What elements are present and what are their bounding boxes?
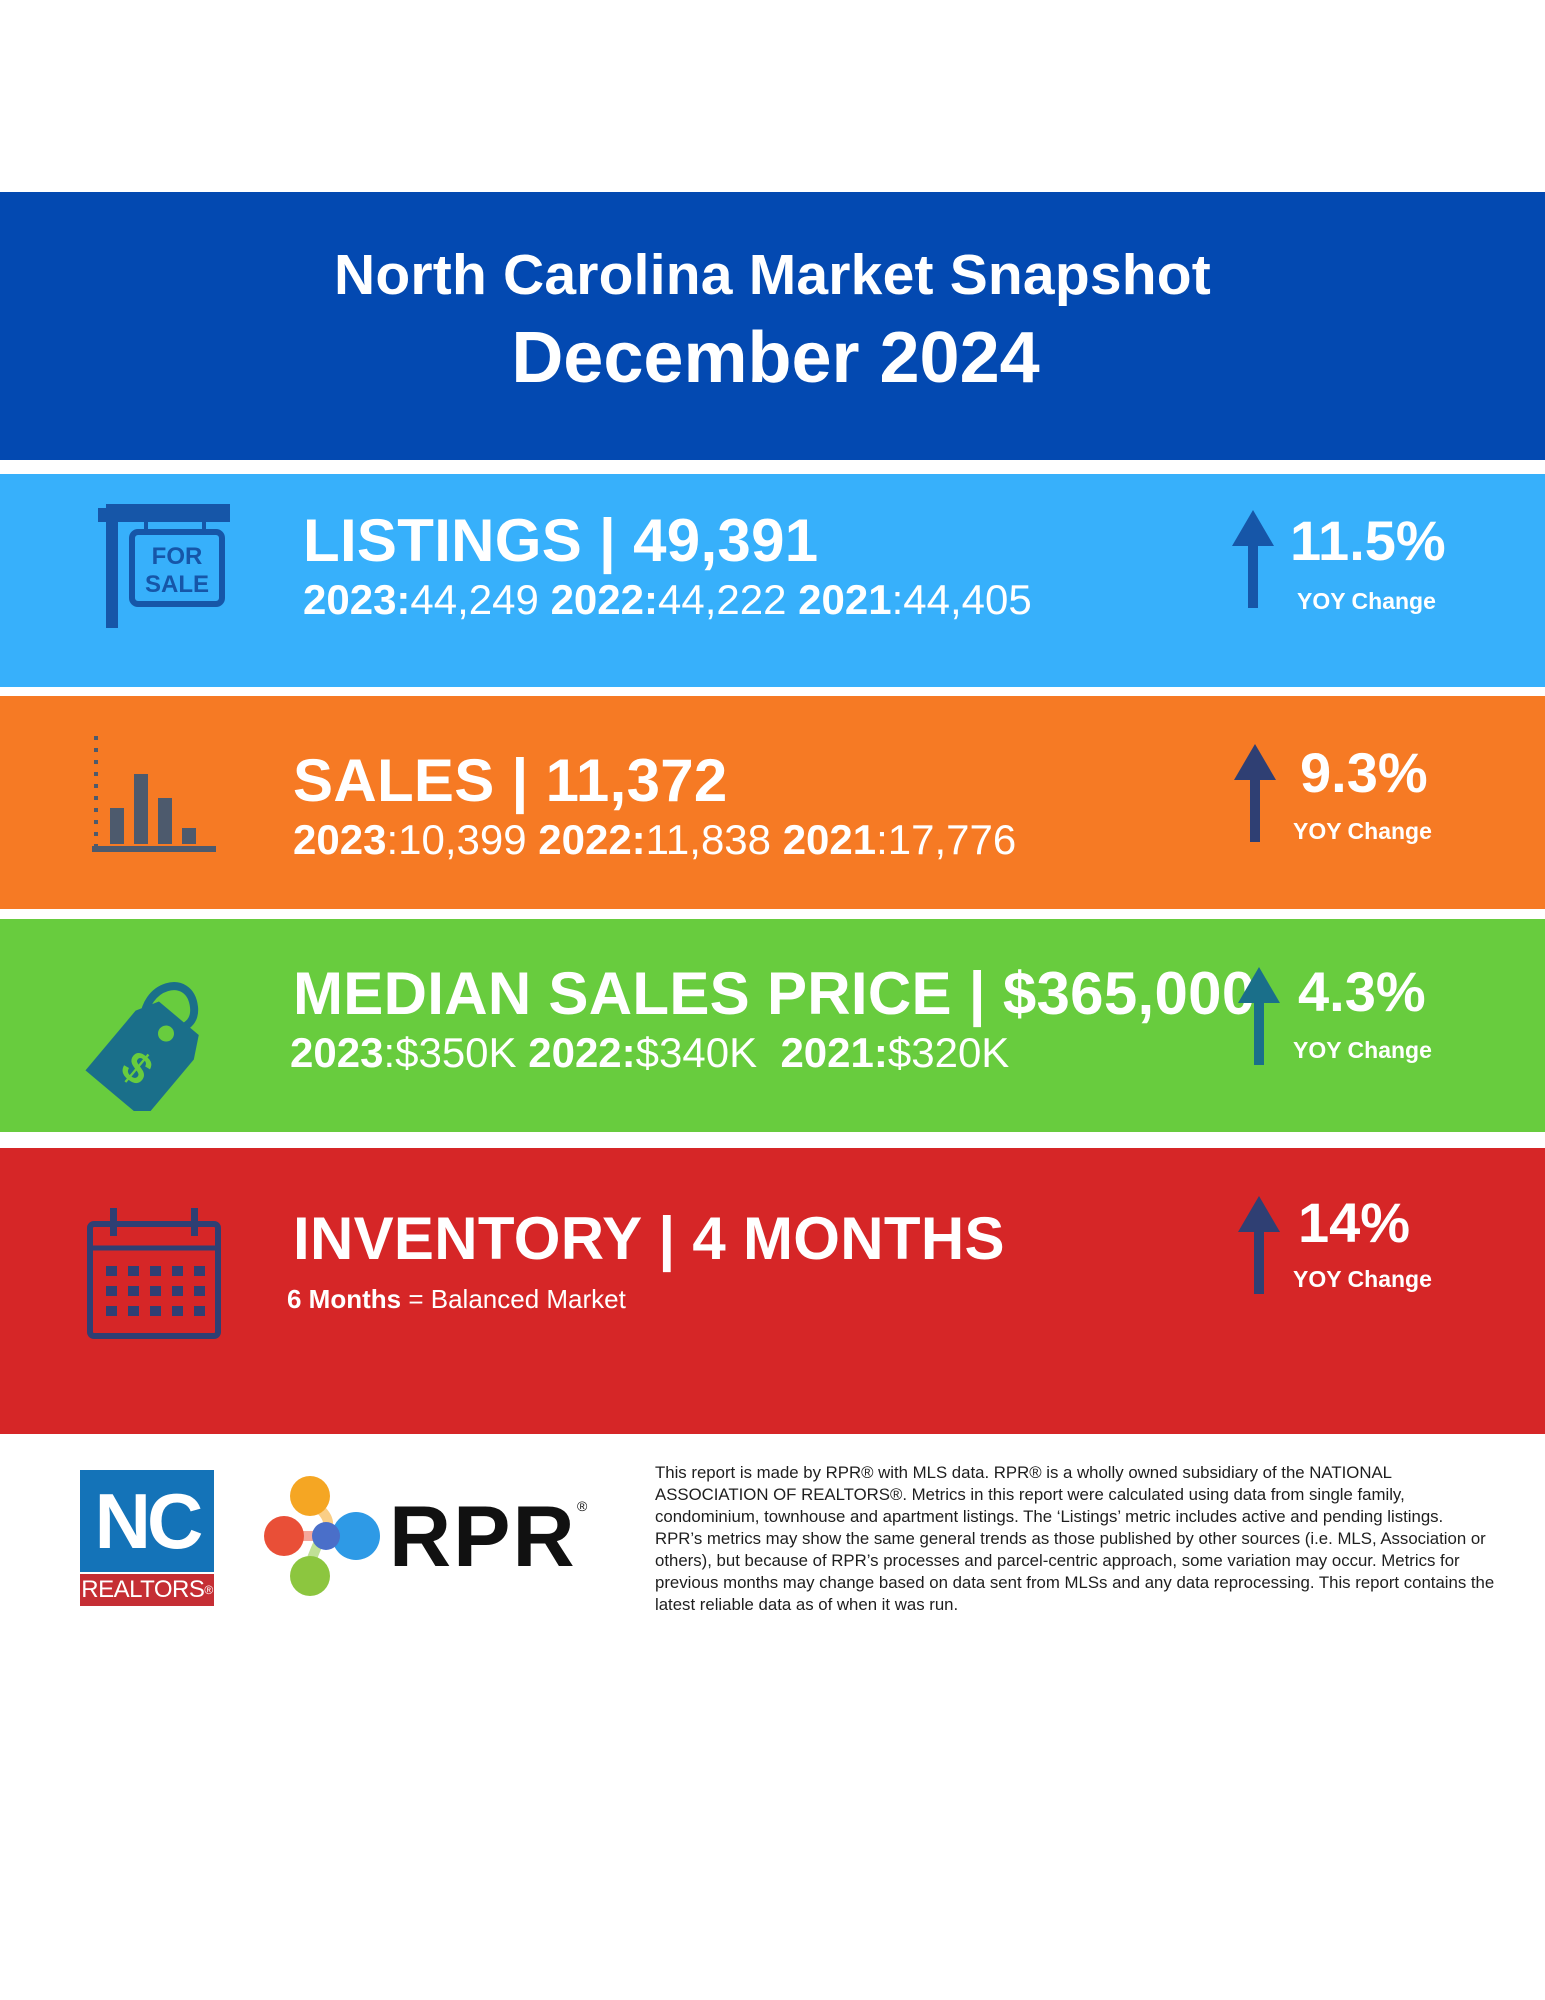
balanced-text: = Balanced Market — [401, 1284, 626, 1314]
price-2021-value: $320K — [887, 1029, 1010, 1076]
price-tag-icon: $ — [85, 982, 199, 1111]
nc-logo-text: NC — [80, 1470, 214, 1572]
sign-text-line-2: SALE — [145, 571, 209, 598]
inventory-yoy-value: 14% — [1298, 1191, 1411, 1254]
sales-yoy-value: 9.3% — [1300, 741, 1428, 804]
sales-2022-label: 2022: — [538, 816, 646, 863]
inventory-title: INVENTORY | 4 MONTHS — [293, 1205, 1005, 1272]
sign-text-line-1: FOR — [152, 543, 203, 570]
listings-history: 2023:44,249 2022:44,222 2021:44,405 — [303, 576, 1032, 624]
listings-section: FOR SALE LISTINGS | 49,391 2023:44,249 2… — [0, 474, 1545, 687]
rpr-mark-icon — [264, 1476, 380, 1596]
price-2021-label: 2021: — [780, 1029, 888, 1076]
page-title: North Carolina Market Snapshot — [334, 243, 1211, 307]
inventory-section: INVENTORY | 4 MONTHS 6 Months = Balanced… — [0, 1148, 1545, 1434]
listings-2023-label: 2023: — [303, 576, 411, 623]
price-2023-label: 2023 — [290, 1029, 384, 1076]
median-price-yoy-value: 4.3% — [1298, 960, 1426, 1023]
arrow-up-icon — [1238, 967, 1280, 1065]
report-date: December 2024 — [511, 318, 1040, 398]
listings-2023-value: 44,249 — [410, 576, 539, 623]
nc-realtors-logo: NC REALTORS® — [80, 1470, 214, 1606]
sales-2021-value: :17,776 — [876, 816, 1017, 863]
calendar-icon — [87, 1208, 221, 1339]
price-2023-value: :$350K — [383, 1029, 517, 1076]
rpr-registered-mark: ® — [577, 1498, 588, 1514]
arrow-up-icon — [1234, 744, 1276, 842]
price-2022-value: $340K — [635, 1029, 758, 1076]
price-2022-label: 2022: — [528, 1029, 636, 1076]
median-price-title: MEDIAN SALES PRICE | $365,000 — [293, 960, 1256, 1027]
sales-history: 2023:10,399 2022:11,838 2021:17,776 — [293, 816, 1016, 864]
balanced-market-note: 6 Months = Balanced Market — [287, 1284, 626, 1315]
sales-title: SALES | 11,372 — [293, 747, 728, 814]
listings-yoy-label: YOY Change — [1297, 588, 1436, 614]
rpr-wordmark: RPR — [389, 1489, 577, 1585]
median-price-yoy-label: YOY Change — [1293, 1037, 1432, 1063]
sales-2021-label: 2021 — [782, 816, 877, 863]
listings-yoy-value: 11.5% — [1290, 509, 1446, 572]
sales-section: SALES | 11,372 2023:10,399 2022:11,838 2… — [0, 696, 1545, 909]
sales-2023-label: 2023 — [293, 816, 387, 863]
header-banner: North Carolina Market Snapshot December … — [0, 192, 1545, 460]
disclaimer-text: This report is made by RPR® with MLS dat… — [655, 1463, 1495, 1614]
arrow-up-icon — [1238, 1196, 1280, 1294]
median-price-history: 2023:$350K 2022:$340K 2021:$320K — [290, 1029, 1009, 1077]
listings-2022-value: 44,222 — [657, 576, 787, 623]
sales-yoy-label: YOY Change — [1293, 818, 1432, 844]
rpr-logo: RPR ® — [264, 1470, 604, 1605]
listings-2022-label: 2022: — [550, 576, 658, 623]
listings-2021-value: :44,405 — [891, 576, 1032, 623]
listings-title: LISTINGS | 49,391 — [303, 507, 819, 574]
realtors-logo-text: REALTORS® — [80, 1574, 214, 1606]
balanced-months: 6 Months — [287, 1284, 402, 1314]
inventory-yoy-label: YOY Change — [1293, 1266, 1432, 1292]
bar-chart-icon — [92, 736, 216, 852]
listings-2021-label: 2021 — [798, 576, 892, 623]
median-price-section: $ MEDIAN SALES PRICE | $365,000 2023:$35… — [0, 919, 1545, 1132]
arrow-up-icon — [1232, 510, 1274, 608]
for-sale-sign-icon: FOR SALE — [98, 504, 230, 628]
sales-2023-value: :10,399 — [386, 816, 527, 863]
sales-2022-value: 11,838 — [645, 816, 772, 863]
